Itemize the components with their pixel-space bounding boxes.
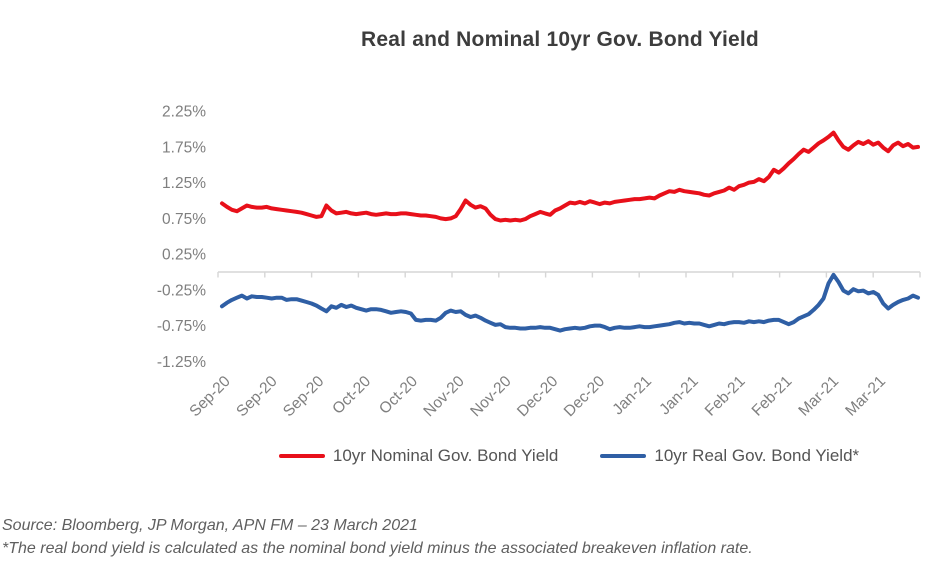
nominal-line-swatch (278, 453, 325, 459)
y-axis-tick-label: -0.25% (157, 282, 206, 299)
x-axis-tick-label: Feb-21 (702, 373, 749, 420)
x-axis-tick-label: Nov-20 (467, 373, 515, 421)
real-yield-line (220, 272, 920, 333)
y-axis-tick-label: -1.25% (157, 354, 206, 371)
x-axis-tick-label: Oct-20 (329, 373, 374, 418)
y-axis-tick-label: 0.25% (162, 247, 206, 264)
footnotes: Source: Bloomberg, JP Morgan, APN FM – 2… (2, 514, 938, 560)
x-axis-tick-label: Oct-20 (376, 373, 421, 418)
y-axis-tick-label: -0.75% (157, 318, 206, 335)
nominal-yield-line (220, 130, 920, 223)
y-axis-tick-label: 1.75% (162, 139, 206, 156)
legend-item-nominal: 10yr Nominal Gov. Bond Yield (278, 446, 559, 466)
x-axis-tick-label: Mar-21 (842, 373, 889, 420)
chart-legend: 10yr Nominal Gov. Bond Yield 10yr Real G… (218, 446, 920, 466)
x-axis-tick-label: Sep-20 (233, 373, 281, 421)
bond-yield-chart: 2.25% 1.75% 1.25% 0.75% 0.25% -0.25% -0.75% -1.… (157, 104, 921, 421)
x-axis-tick-label: Jan-21 (656, 373, 702, 419)
x-axis-tick-label: Dec-20 (561, 373, 609, 421)
x-axis-tick-label: Sep-20 (280, 373, 328, 421)
real-line-swatch (600, 453, 647, 459)
legend-item-real: 10yr Real Gov. Bond Yield* (600, 446, 859, 466)
x-axis-tick-label: Mar-21 (795, 373, 842, 420)
x-axis-tick-label: Jan-21 (609, 373, 655, 419)
x-axis-tick-label: Sep-20 (186, 373, 234, 421)
x-axis-tick-label: Feb-21 (749, 373, 796, 420)
y-axis-tick-label: 2.25% (162, 104, 206, 121)
chart-title: Real and Nominal 10yr Gov. Bond Yield (361, 28, 759, 51)
legend-label-real: 10yr Real Gov. Bond Yield* (654, 446, 860, 465)
x-axis-tick-label: Nov-20 (420, 373, 468, 421)
legend-label-nominal: 10yr Nominal Gov. Bond Yield (332, 446, 559, 465)
x-axis-tick-label: Dec-20 (514, 373, 562, 421)
y-axis-tick-label: 0.75% (162, 211, 206, 228)
source-line: Source: Bloomberg, JP Morgan, APN FM – 2… (2, 517, 418, 534)
footnote-line: *The real bond yield is calculated as th… (2, 540, 753, 557)
y-axis-tick-label: 1.25% (162, 175, 206, 192)
